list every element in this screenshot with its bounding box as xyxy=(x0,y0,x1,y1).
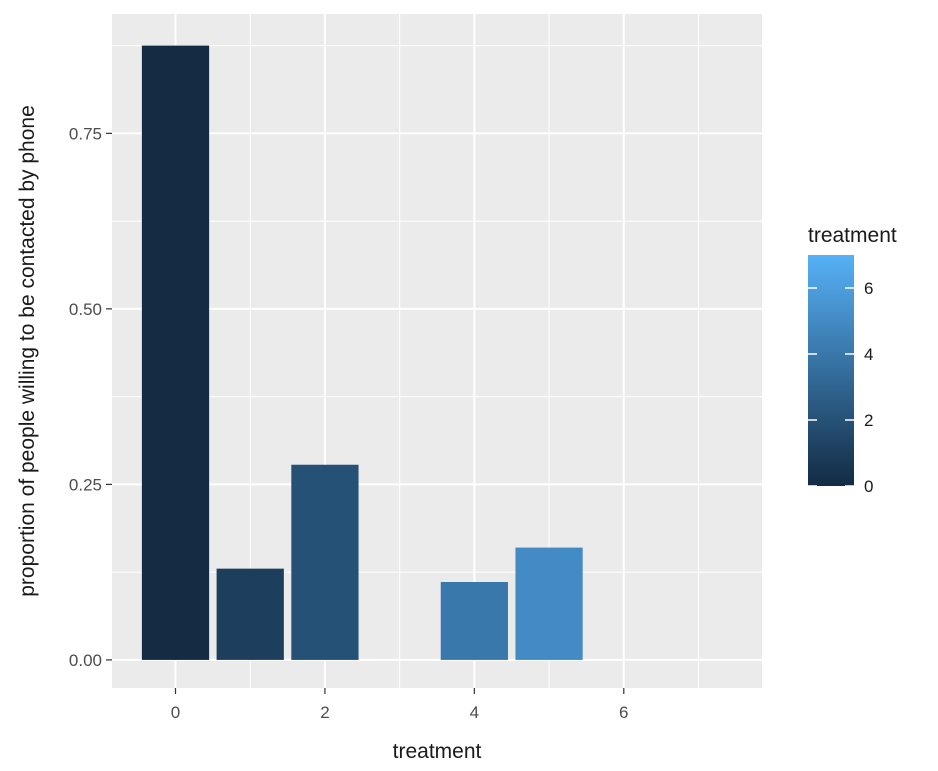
legend-tick-label: 2 xyxy=(864,411,873,430)
bar-treatment-4 xyxy=(440,581,508,660)
y-tick-label: 0.75 xyxy=(69,124,102,143)
y-axis: 0.00 0.25 0.50 0.75 xyxy=(69,124,112,670)
legend-tick-label: 0 xyxy=(864,477,873,496)
legend-tick-label: 4 xyxy=(864,345,873,364)
x-axis: 0 2 4 6 xyxy=(171,688,629,722)
x-tick-label: 4 xyxy=(470,703,479,722)
x-tick-label: 2 xyxy=(320,703,329,722)
legend-tick-label: 6 xyxy=(864,279,873,298)
bar-treatment-0 xyxy=(141,45,210,660)
legend: treatment 0 2 4 6 xyxy=(808,224,897,496)
y-tick-label: 0.50 xyxy=(69,300,102,319)
legend-colorbar xyxy=(808,255,854,486)
y-axis-title: proportion of people willing to be conta… xyxy=(16,105,39,597)
x-axis-title: treatment xyxy=(393,740,482,763)
bar-treatment-2 xyxy=(291,464,359,660)
x-tick-label: 0 xyxy=(171,703,180,722)
plot-panel xyxy=(112,14,762,688)
legend-ticks: 0 2 4 6 xyxy=(808,279,873,496)
y-tick-label: 0.00 xyxy=(69,651,102,670)
y-tick-label: 0.25 xyxy=(69,475,102,494)
bar-treatment-1 xyxy=(216,568,284,660)
minor-gridlines xyxy=(112,14,762,688)
x-tick-label: 6 xyxy=(619,703,628,722)
bars xyxy=(141,45,583,660)
bar-treatment-5 xyxy=(515,547,583,660)
legend-title: treatment xyxy=(808,224,897,247)
